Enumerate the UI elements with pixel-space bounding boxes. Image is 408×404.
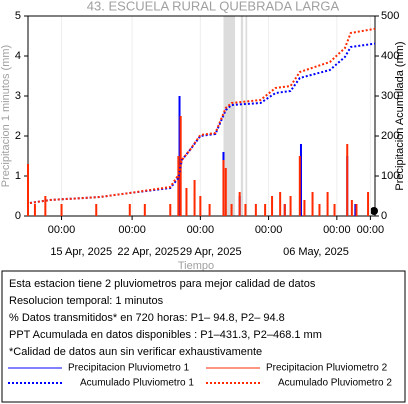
bar	[283, 204, 286, 216]
chart-title: 43. ESCUELA RURAL QUEBRADA LARGA	[87, 0, 340, 13]
bar	[27, 164, 29, 216]
bar	[279, 192, 282, 216]
cumulative-line	[29, 42, 376, 204]
y-axis-label: Precipitacion 1 minutos (mm)	[0, 45, 12, 187]
y-tick-label: 0	[15, 210, 21, 222]
bar	[367, 192, 370, 216]
bar	[354, 204, 357, 216]
bar	[177, 156, 180, 216]
bar	[60, 204, 63, 216]
x-tick-label: 00:00	[255, 224, 283, 236]
date-label: 29 Apr, 2025	[180, 246, 242, 258]
y-tick-label: 4	[15, 50, 21, 62]
note: *Calidad de datos aun sin verificar exha…	[9, 346, 262, 358]
legend-label: Precipitacion Pluviometro 2	[266, 363, 388, 374]
note: PPT Acumulada en datos disponibles : P1–…	[9, 329, 322, 341]
bar	[224, 168, 227, 216]
bar	[222, 160, 225, 216]
bar	[230, 204, 233, 216]
bar	[318, 204, 321, 216]
bar	[208, 204, 211, 216]
bar	[238, 192, 241, 216]
x-tick-label: 00:00	[187, 224, 215, 236]
cumulative-line	[29, 27, 376, 204]
bar	[346, 144, 349, 216]
plot-frame	[27, 15, 376, 217]
no-data-span	[245, 16, 248, 216]
marker-dot	[370, 207, 378, 215]
x-axis-label: Tiempo	[178, 260, 214, 272]
bar	[333, 204, 336, 216]
y2-tick-label: 200	[381, 130, 399, 142]
legend-label: Precipitacion Pluviometro 1	[68, 363, 190, 374]
y2-axis-label: Precipitacion Acumulada (mm)	[394, 41, 406, 190]
y-tick-label: 3	[15, 90, 21, 102]
bar	[178, 96, 181, 216]
no-data-span	[240, 16, 244, 216]
bar	[254, 204, 257, 216]
bar	[193, 180, 196, 216]
date-label: 06 May, 2025	[283, 246, 349, 258]
bar	[169, 204, 172, 216]
info-box	[1, 270, 406, 403]
bar	[143, 204, 146, 216]
date-label: 15 Apr, 2025	[50, 246, 112, 258]
bar	[95, 204, 98, 216]
bar	[185, 188, 188, 216]
bar	[264, 204, 267, 216]
y2-tick-label: 500	[381, 10, 399, 22]
note: Esta estacion tiene 2 pluviometros para …	[9, 278, 316, 290]
y2-tick-label: 400	[381, 50, 399, 62]
y-tick-label: 2	[15, 130, 21, 142]
x-tick-label: 00:00	[357, 224, 385, 236]
legend-label: Acumulado Pluviometro 2	[278, 378, 392, 389]
note: % Datos transmitidos* en 720 horas: P1– …	[9, 312, 285, 324]
date-label: 22 Apr, 2025	[117, 246, 179, 258]
bar	[299, 144, 302, 216]
y2-tick-label: 300	[381, 90, 399, 102]
y2-tick-label: 100	[381, 170, 399, 182]
note: Resolucion temporal: 1 minutos	[9, 295, 164, 307]
bar	[128, 204, 131, 216]
bar	[33, 204, 36, 216]
x-tick-label: 00:00	[323, 224, 351, 236]
bar	[289, 196, 292, 216]
bar	[311, 192, 314, 216]
bar	[44, 196, 47, 216]
y2-tick-label: 0	[381, 210, 387, 222]
bar	[271, 196, 274, 216]
bar	[350, 200, 353, 216]
bar	[199, 196, 202, 216]
legend-label: Acumulado Pluviometro 1	[80, 378, 194, 389]
y-tick-label: 1	[15, 170, 21, 182]
bar	[244, 204, 247, 216]
no-data-span	[223, 16, 236, 216]
bar	[355, 204, 358, 216]
bar	[303, 200, 306, 216]
x-tick-label: 00:00	[118, 224, 146, 236]
x-tick-label: 00:00	[48, 224, 76, 236]
bar	[298, 156, 301, 216]
bar	[326, 192, 329, 216]
y-tick-label: 5	[15, 10, 21, 22]
